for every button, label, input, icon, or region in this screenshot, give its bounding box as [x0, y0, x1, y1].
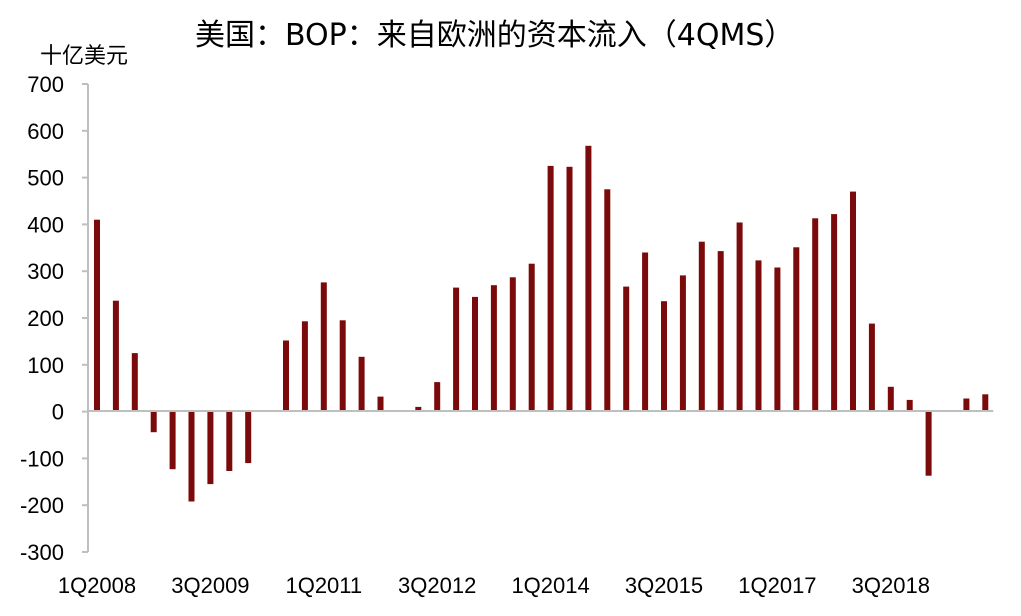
bar: [982, 394, 989, 411]
y-tick-label: 500: [27, 166, 64, 191]
bar: [793, 247, 800, 411]
bar: [736, 222, 743, 411]
y-tick-label: 100: [27, 353, 64, 378]
bar: [623, 286, 630, 411]
x-tick-label: 3Q2015: [625, 573, 703, 598]
bar: [963, 398, 970, 411]
x-tick-label: 1Q2014: [511, 573, 589, 598]
bar: [112, 300, 119, 411]
x-tick-label: 3Q2012: [398, 573, 476, 598]
bar: [339, 320, 346, 411]
y-tick-label: -100: [20, 446, 64, 471]
bar: [283, 340, 289, 411]
y-tick-label: 0: [52, 400, 64, 425]
bar: [509, 277, 516, 411]
bar: [415, 406, 422, 411]
x-tick-label: 3Q2009: [171, 573, 249, 598]
bar: [679, 275, 686, 411]
bar: [887, 386, 894, 411]
x-tick-label: 3Q2018: [852, 573, 930, 598]
bar: [169, 411, 176, 470]
bar: [490, 285, 497, 411]
bar: [226, 411, 233, 471]
bar: [472, 296, 478, 411]
bar: [453, 287, 460, 411]
bar: [850, 191, 856, 411]
bar: [698, 241, 705, 411]
bar: [642, 252, 649, 411]
bar: [377, 396, 384, 411]
bar: [320, 282, 327, 411]
bar: [358, 356, 365, 411]
bar: [188, 411, 195, 502]
y-tick-label: -300: [20, 540, 64, 565]
bar: [868, 323, 875, 411]
y-tick-label: -200: [20, 493, 64, 518]
bar: [925, 411, 932, 476]
x-tick-label: 1Q2017: [738, 573, 816, 598]
bar: [207, 411, 214, 485]
bar: [528, 263, 535, 411]
bar: [547, 165, 554, 411]
bar: [131, 353, 138, 411]
bar: [94, 219, 100, 411]
bars: [94, 145, 989, 502]
bar: [585, 145, 592, 412]
y-tick-label: 200: [27, 306, 64, 331]
bar: [150, 411, 157, 433]
bar: [604, 189, 611, 411]
y-tick-label: 300: [27, 259, 64, 284]
y-tick-label: 400: [27, 212, 64, 237]
bar: [812, 218, 819, 411]
bar: [831, 214, 838, 411]
bar: [717, 251, 724, 411]
chart-title: 美国：BOP：来自欧洲的资本流入（4QMS）: [195, 18, 795, 53]
x-tick-label: 1Q2011: [285, 573, 362, 598]
bar: [245, 411, 252, 464]
bar: [434, 382, 441, 411]
y-tick-label: 700: [27, 72, 64, 97]
y-axis: 700 600 500 400 300 200 100 0 -100 -200 -300: [20, 72, 89, 565]
bar: [661, 301, 667, 411]
bar: [755, 260, 762, 411]
bar: [301, 321, 308, 411]
x-axis: 1Q2008 3Q2009 1Q2011 3Q2012 1Q2014 3Q2015 1Q20…: [58, 410, 994, 598]
bar: [566, 166, 573, 411]
y-axis-unit-label: 十亿美元: [40, 44, 129, 69]
y-tick-label: 600: [27, 119, 64, 144]
bar: [774, 267, 781, 411]
bar: [906, 399, 913, 411]
x-tick-label: 1Q2008: [58, 573, 136, 598]
